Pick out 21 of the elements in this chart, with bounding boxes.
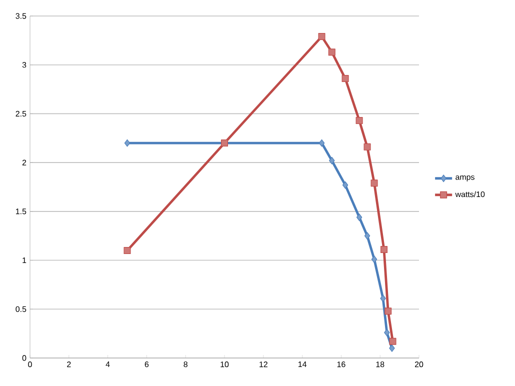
point bbox=[221, 140, 228, 147]
point bbox=[380, 294, 386, 302]
point bbox=[328, 48, 336, 56]
point bbox=[364, 143, 371, 150]
point bbox=[356, 117, 363, 124]
point bbox=[342, 75, 349, 82]
point bbox=[384, 308, 392, 315]
point bbox=[370, 180, 378, 187]
point bbox=[342, 181, 348, 189]
point bbox=[371, 256, 378, 264]
point bbox=[318, 139, 325, 147]
point bbox=[364, 232, 370, 240]
point bbox=[380, 246, 388, 254]
point bbox=[389, 344, 395, 352]
point bbox=[318, 33, 326, 40]
point bbox=[356, 214, 362, 221]
point bbox=[384, 328, 390, 336]
point bbox=[124, 139, 130, 147]
point bbox=[124, 247, 131, 254]
point bbox=[329, 156, 335, 164]
point bbox=[389, 338, 396, 345]
